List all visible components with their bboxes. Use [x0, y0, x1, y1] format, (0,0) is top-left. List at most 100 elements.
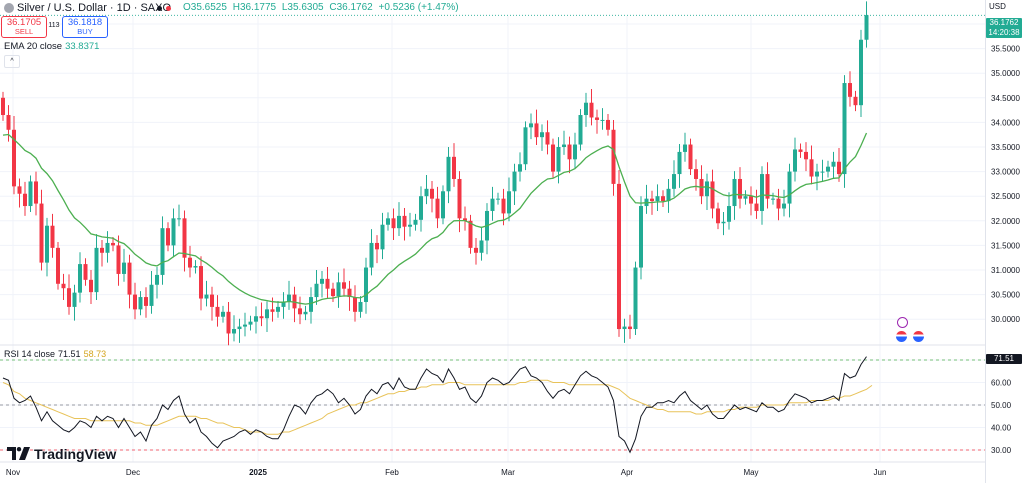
candle-body[interactable]	[655, 196, 660, 202]
rsi-line[interactable]	[2, 356, 867, 454]
candle-body[interactable]	[408, 224, 412, 227]
candle-body[interactable]	[738, 178, 742, 199]
candle-body[interactable]	[782, 203, 786, 209]
candle-body[interactable]	[815, 171, 819, 177]
candle-body[interactable]	[270, 309, 275, 312]
candle-body[interactable]	[331, 288, 335, 297]
candle-body[interactable]	[672, 174, 676, 189]
buy-button[interactable]: 36.1818 BUY	[62, 16, 108, 38]
candle-body[interactable]	[78, 264, 82, 293]
candle-body[interactable]	[182, 218, 187, 258]
candle-body[interactable]	[710, 181, 715, 209]
candle-body[interactable]	[309, 297, 313, 312]
candle-body[interactable]	[1, 97, 5, 116]
candle-body[interactable]	[336, 282, 341, 297]
candle-body[interactable]	[177, 218, 181, 220]
candle-body[interactable]	[776, 198, 781, 209]
candle-body[interactable]	[479, 240, 484, 253]
candle-body[interactable]	[595, 117, 599, 120]
candle-body[interactable]	[864, 15, 869, 40]
candle-body[interactable]	[347, 288, 352, 298]
candle-body[interactable]	[688, 144, 693, 170]
candle-body[interactable]	[732, 178, 737, 207]
candle-body[interactable]	[859, 39, 863, 106]
sell-button[interactable]: 36.1705 SELL	[1, 16, 47, 38]
candle-body[interactable]	[243, 324, 247, 327]
candle-body[interactable]	[639, 206, 643, 268]
candle-body[interactable]	[144, 297, 148, 306]
candle-body[interactable]	[397, 215, 401, 229]
candle-body[interactable]	[50, 225, 55, 248]
candle-body[interactable]	[837, 161, 841, 175]
candle-body[interactable]	[188, 257, 192, 268]
candle-body[interactable]	[633, 267, 638, 330]
candle-body[interactable]	[650, 198, 654, 202]
candle-body[interactable]	[105, 242, 110, 253]
candle-body[interactable]	[507, 191, 511, 214]
ema-legend[interactable]: EMA 20 close 33.8371	[4, 41, 99, 52]
candle-body[interactable]	[457, 178, 462, 219]
candle-body[interactable]	[529, 123, 533, 128]
candle-body[interactable]	[281, 301, 286, 307]
candle-body[interactable]	[611, 129, 616, 184]
candle-body[interactable]	[848, 83, 852, 97]
candle-body[interactable]	[122, 262, 126, 274]
candle-body[interactable]	[474, 247, 478, 253]
candle-body[interactable]	[232, 329, 236, 334]
candle-body[interactable]	[677, 151, 682, 175]
candle-body[interactable]	[204, 294, 209, 299]
candle-body[interactable]	[600, 119, 605, 121]
candle-body[interactable]	[754, 203, 759, 211]
candle-body[interactable]	[89, 279, 93, 293]
candle-body[interactable]	[166, 228, 170, 246]
candle-body[interactable]	[589, 102, 594, 118]
candle-body[interactable]	[419, 196, 423, 220]
candle-body[interactable]	[386, 218, 390, 225]
candle-body[interactable]	[160, 228, 165, 275]
candle-body[interactable]	[287, 294, 291, 302]
candle-body[interactable]	[28, 181, 33, 207]
candle-body[interactable]	[353, 297, 357, 312]
candle-body[interactable]	[138, 297, 143, 310]
candle-body[interactable]	[193, 266, 198, 268]
rsi-legend[interactable]: RSI 14 close 71.51 58.73	[4, 349, 106, 359]
candle-body[interactable]	[39, 203, 44, 263]
candle-body[interactable]	[23, 193, 27, 207]
candle-body[interactable]	[798, 149, 803, 152]
candle-body[interactable]	[573, 144, 577, 160]
tradingview-logo[interactable]: TradingView	[7, 445, 116, 463]
ema-line[interactable]	[2, 132, 868, 305]
candle-body[interactable]	[628, 326, 632, 330]
candle-body[interactable]	[441, 191, 445, 219]
candle-body[interactable]	[683, 144, 687, 152]
candle-body[interactable]	[716, 208, 720, 224]
candle-body[interactable]	[622, 326, 627, 330]
candle-body[interactable]	[765, 174, 770, 199]
candle-body[interactable]	[606, 119, 610, 130]
candle-body[interactable]	[666, 188, 671, 202]
candle-body[interactable]	[727, 206, 731, 222]
candle-body[interactable]	[424, 188, 429, 197]
candle-body[interactable]	[402, 215, 407, 227]
candle-body[interactable]	[226, 311, 231, 334]
candle-body[interactable]	[199, 266, 203, 299]
candle-body[interactable]	[567, 144, 572, 160]
rsi-ma-line[interactable]	[2, 379, 873, 435]
candle-body[interactable]	[237, 326, 242, 330]
candle-body[interactable]	[468, 220, 473, 248]
candle-body[interactable]	[501, 198, 506, 214]
candle-body[interactable]	[248, 321, 253, 325]
currency-label[interactable]: USD	[989, 2, 1006, 11]
candle-body[interactable]	[826, 166, 830, 172]
candle-body[interactable]	[358, 301, 363, 312]
candle-body[interactable]	[523, 127, 528, 165]
candle-body[interactable]	[578, 115, 583, 145]
candle-body[interactable]	[771, 198, 775, 200]
candle-body[interactable]	[369, 242, 374, 268]
candle-body[interactable]	[325, 278, 330, 289]
candle-body[interactable]	[116, 245, 121, 274]
candle-body[interactable]	[265, 309, 269, 319]
candle-body[interactable]	[12, 129, 16, 187]
candle-body[interactable]	[298, 308, 302, 315]
